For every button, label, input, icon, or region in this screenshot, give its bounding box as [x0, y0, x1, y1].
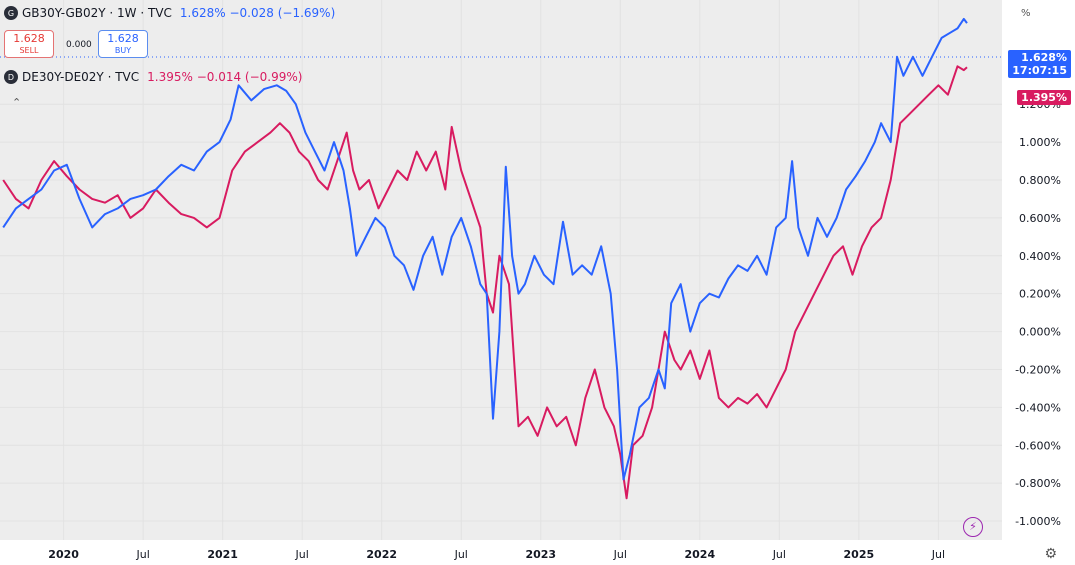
y-tick-label: 0.400% [1019, 250, 1061, 263]
y-tick-label: 0.800% [1019, 174, 1061, 187]
x-tick-label: 2022 [366, 548, 397, 561]
buy-button[interactable]: 1.628 BUY [98, 30, 148, 58]
settings-gear-icon[interactable]: ⚙ [1044, 546, 1057, 562]
lightning-icon[interactable]: ⚡ [963, 517, 983, 537]
y-tick-label: -1.000% [1015, 515, 1061, 528]
spread-value: 0.000 [66, 40, 92, 50]
buy-label: BUY [114, 46, 132, 55]
legend-gb[interactable]: G GB30Y-GB02Y · 1W · TVC 1.628% −0.028 (… [4, 6, 335, 20]
y-tick-label: -0.600% [1015, 439, 1061, 452]
series-line-de30y-de02y[interactable] [2, 65, 968, 500]
x-tick-label: 2023 [525, 548, 556, 561]
x-tick-label: Jul [931, 548, 945, 561]
x-tick-label: 2024 [684, 548, 715, 561]
gb-price-tag-value: 1.628% [1021, 51, 1067, 64]
de-price-tag: 1.395% [1017, 90, 1071, 105]
legend-de[interactable]: D DE30Y-DE02Y · TVC 1.395% −0.014 (−0.99… [4, 70, 302, 84]
x-tick-label: Jul [295, 548, 309, 561]
collapse-icon[interactable]: ⌃ [12, 96, 22, 109]
symbol-title-de[interactable]: DE30Y-DE02Y · TVC [22, 70, 140, 84]
y-tick-label: 1.000% [1019, 136, 1061, 149]
symbol-title-gb[interactable]: GB30Y-GB02Y · 1W · TVC [22, 6, 172, 20]
sell-price: 1.628 [13, 32, 45, 45]
de-price-tag-value: 1.395% [1021, 91, 1067, 104]
sell-button[interactable]: 1.628 SELL [4, 30, 54, 58]
gb-price-tag-time: 17:07:15 [1012, 64, 1067, 77]
x-tick-label: Jul [613, 548, 627, 561]
x-tick-label: Jul [454, 548, 468, 561]
gridlines [0, 0, 1002, 540]
scale-unit-label[interactable]: % [1015, 4, 1067, 26]
gb-price-tag: 1.628% 17:07:15 [1008, 50, 1071, 78]
symbol-logo-de: D [4, 70, 18, 84]
x-tick-label: 2021 [207, 548, 238, 561]
y-tick-label: -0.200% [1015, 363, 1061, 376]
x-tick-label: Jul [772, 548, 786, 561]
x-axis: 2020 Jul 2021 Jul 2022 Jul 2023 Jul 2024 Jul 2025 J… [48, 548, 945, 561]
series-lines [2, 17, 968, 500]
x-tick-label: 2025 [844, 548, 875, 561]
x-tick-label: 2020 [48, 548, 79, 561]
y-tick-label: 0.200% [1019, 288, 1061, 301]
y-tick-label: 0.000% [1019, 326, 1061, 339]
y-axis: 1.200%1.000%0.800%0.600%0.400%0.200%0.00… [1015, 98, 1061, 528]
symbol-values-de: 1.395% −0.014 (−0.99%) [147, 70, 303, 84]
buy-price: 1.628 [107, 32, 139, 45]
symbol-logo-gb: G [4, 6, 18, 20]
sell-label: SELL [19, 46, 39, 55]
y-tick-label: -0.400% [1015, 401, 1061, 414]
series-line-gb30y-gb02y[interactable] [2, 17, 968, 481]
symbol-values-gb: 1.628% −0.028 (−1.69%) [179, 6, 336, 20]
x-tick-label: Jul [136, 548, 150, 561]
y-tick-label: 0.600% [1019, 212, 1061, 225]
y-tick-label: -0.800% [1015, 477, 1061, 490]
